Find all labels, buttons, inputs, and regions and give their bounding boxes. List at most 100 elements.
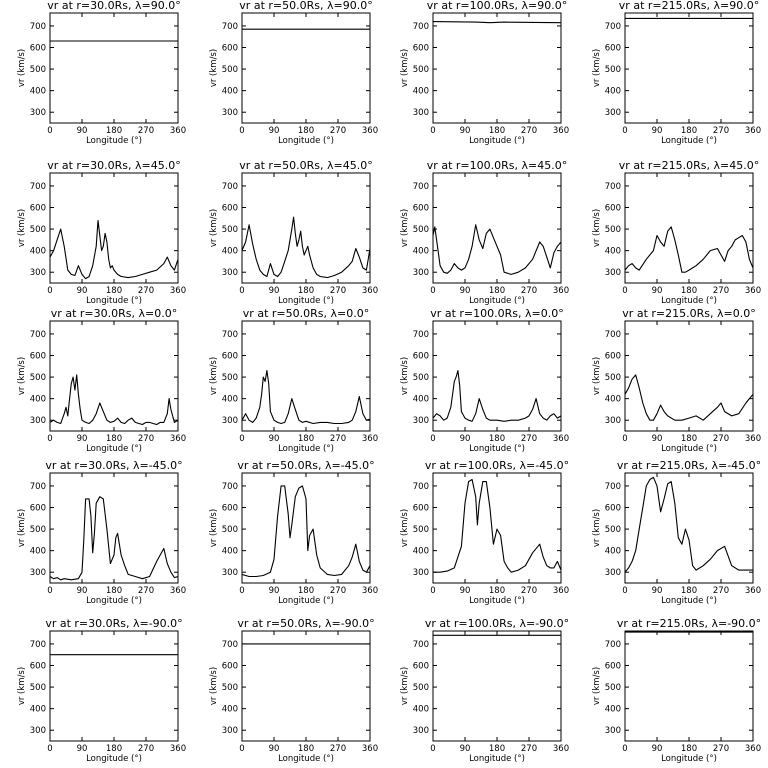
y-tick-label: 600 (30, 352, 46, 362)
series-line (625, 226, 753, 273)
x-tick-label: 90 (269, 434, 280, 444)
y-tick-label: 400 (30, 705, 46, 715)
y-tick-label: 700 (222, 482, 238, 492)
panel-19: vr at r=100.0Rs, λ=-90.0° 0 90 180 270 360 300… (400, 617, 569, 764)
y-tick-label: 300 (413, 726, 429, 736)
plot-frame (624, 12, 754, 124)
y-axis-label: vr (km/s) (400, 49, 410, 87)
panel-title: vr at r=215.0Rs, λ=-45.0° (617, 459, 761, 472)
y-tick-label: 700 (605, 22, 621, 32)
y-tick-label: 500 (605, 65, 621, 75)
panel-title: vr at r=50.0Rs, λ=45.0° (239, 159, 372, 172)
x-tick-label: 180 (106, 744, 122, 754)
plot-frame (49, 172, 179, 284)
y-tick-label: 700 (30, 640, 46, 650)
x-tick-label: 360 (553, 286, 569, 296)
x-tick-label: 0 (622, 126, 627, 136)
x-tick-label: 180 (106, 434, 122, 444)
y-tick-label: 500 (222, 225, 238, 235)
y-tick-label: 600 (605, 44, 621, 54)
panel-title: vr at r=215.0Rs, λ=-90.0° (617, 617, 761, 630)
series-line (433, 478, 561, 573)
y-tick-label: 300 (605, 726, 621, 736)
y-tick-label: 600 (30, 662, 46, 672)
x-tick-label: 360 (745, 586, 761, 596)
y-tick-label: 700 (30, 182, 46, 192)
x-tick-label: 90 (269, 286, 280, 296)
panel-title: vr at r=100.0Rs, λ=90.0° (427, 0, 567, 12)
y-tick-label: 600 (413, 504, 429, 514)
x-axis-label: Longitude (°) (86, 596, 142, 606)
panel-20: vr at r=215.0Rs, λ=-90.0° 0 90 180 270 360 300… (592, 617, 761, 764)
panel-9: vr at r=30.0Rs, λ=0.0° 0 90 180 270 360 300 400… (17, 307, 186, 454)
y-tick-label: 700 (605, 640, 621, 650)
y-tick-label: 300 (222, 568, 238, 578)
x-tick-label: 270 (521, 126, 537, 136)
y-axis-label: vr (km/s) (17, 357, 27, 395)
y-tick-label: 400 (605, 395, 621, 405)
panel-title: vr at r=215.0Rs, λ=45.0° (619, 159, 759, 172)
y-tick-label: 400 (413, 395, 429, 405)
panel-title: vr at r=100.0Rs, λ=-90.0° (425, 617, 569, 630)
y-tick-label: 400 (222, 705, 238, 715)
x-tick-label: 90 (77, 434, 88, 444)
y-tick-label: 300 (30, 568, 46, 578)
x-axis-label: Longitude (°) (278, 296, 334, 306)
series-line (242, 485, 370, 578)
y-tick-label: 400 (413, 547, 429, 557)
x-tick-label: 90 (269, 126, 280, 136)
y-tick-label: 500 (30, 373, 46, 383)
x-tick-label: 180 (489, 744, 505, 754)
y-tick-label: 700 (605, 182, 621, 192)
x-tick-label: 90 (269, 744, 280, 754)
series-line (242, 370, 370, 425)
panel-3: vr at r=100.0Rs, λ=90.0° 0 90 180 270 360 300 4… (400, 0, 569, 146)
x-tick-label: 0 (430, 126, 435, 136)
y-tick-label: 600 (222, 352, 238, 362)
panel-title: vr at r=215.0Rs, λ=90.0° (619, 0, 759, 12)
x-tick-label: 270 (330, 434, 346, 444)
x-tick-label: 360 (745, 286, 761, 296)
x-tick-label: 0 (622, 434, 627, 444)
y-axis-label: vr (km/s) (400, 357, 410, 395)
y-tick-label: 300 (30, 416, 46, 426)
y-tick-label: 500 (605, 225, 621, 235)
y-tick-label: 600 (222, 44, 238, 54)
panel-title: vr at r=50.0Rs, λ=0.0° (243, 307, 369, 320)
panel-title: vr at r=50.0Rs, λ=-45.0° (237, 459, 374, 472)
y-tick-label: 300 (30, 726, 46, 736)
x-tick-label: 360 (553, 586, 569, 596)
x-tick-label: 180 (298, 434, 314, 444)
panel-title: vr at r=30.0Rs, λ=-45.0° (45, 459, 182, 472)
x-tick-label: 180 (106, 126, 122, 136)
y-tick-label: 500 (222, 683, 238, 693)
series-line (433, 370, 561, 422)
x-tick-label: 180 (489, 434, 505, 444)
panel-11: vr at r=100.0Rs, λ=0.0° 0 90 180 270 360 300 40… (400, 307, 569, 454)
x-tick-label: 180 (681, 586, 697, 596)
y-axis-label: vr (km/s) (400, 509, 410, 547)
y-axis-label: vr (km/s) (17, 509, 27, 547)
y-tick-label: 700 (413, 182, 429, 192)
x-tick-label: 360 (745, 434, 761, 444)
y-tick-label: 400 (222, 247, 238, 257)
y-tick-label: 600 (222, 204, 238, 214)
x-tick-label: 270 (138, 586, 154, 596)
panel-title: vr at r=100.0Rs, λ=0.0° (430, 307, 563, 320)
y-tick-label: 600 (605, 204, 621, 214)
y-tick-label: 500 (222, 525, 238, 535)
panel-title: vr at r=30.0Rs, λ=90.0° (47, 0, 180, 12)
x-tick-label: 270 (713, 586, 729, 596)
x-tick-label: 360 (553, 126, 569, 136)
x-tick-label: 360 (362, 744, 378, 754)
y-tick-label: 500 (30, 683, 46, 693)
y-tick-label: 700 (413, 22, 429, 32)
y-tick-label: 700 (222, 22, 238, 32)
y-axis-label: vr (km/s) (17, 667, 27, 705)
series-line (242, 216, 370, 279)
y-tick-label: 500 (413, 225, 429, 235)
x-tick-label: 90 (652, 744, 663, 754)
x-axis-label: Longitude (°) (661, 754, 717, 764)
y-tick-label: 600 (30, 44, 46, 54)
